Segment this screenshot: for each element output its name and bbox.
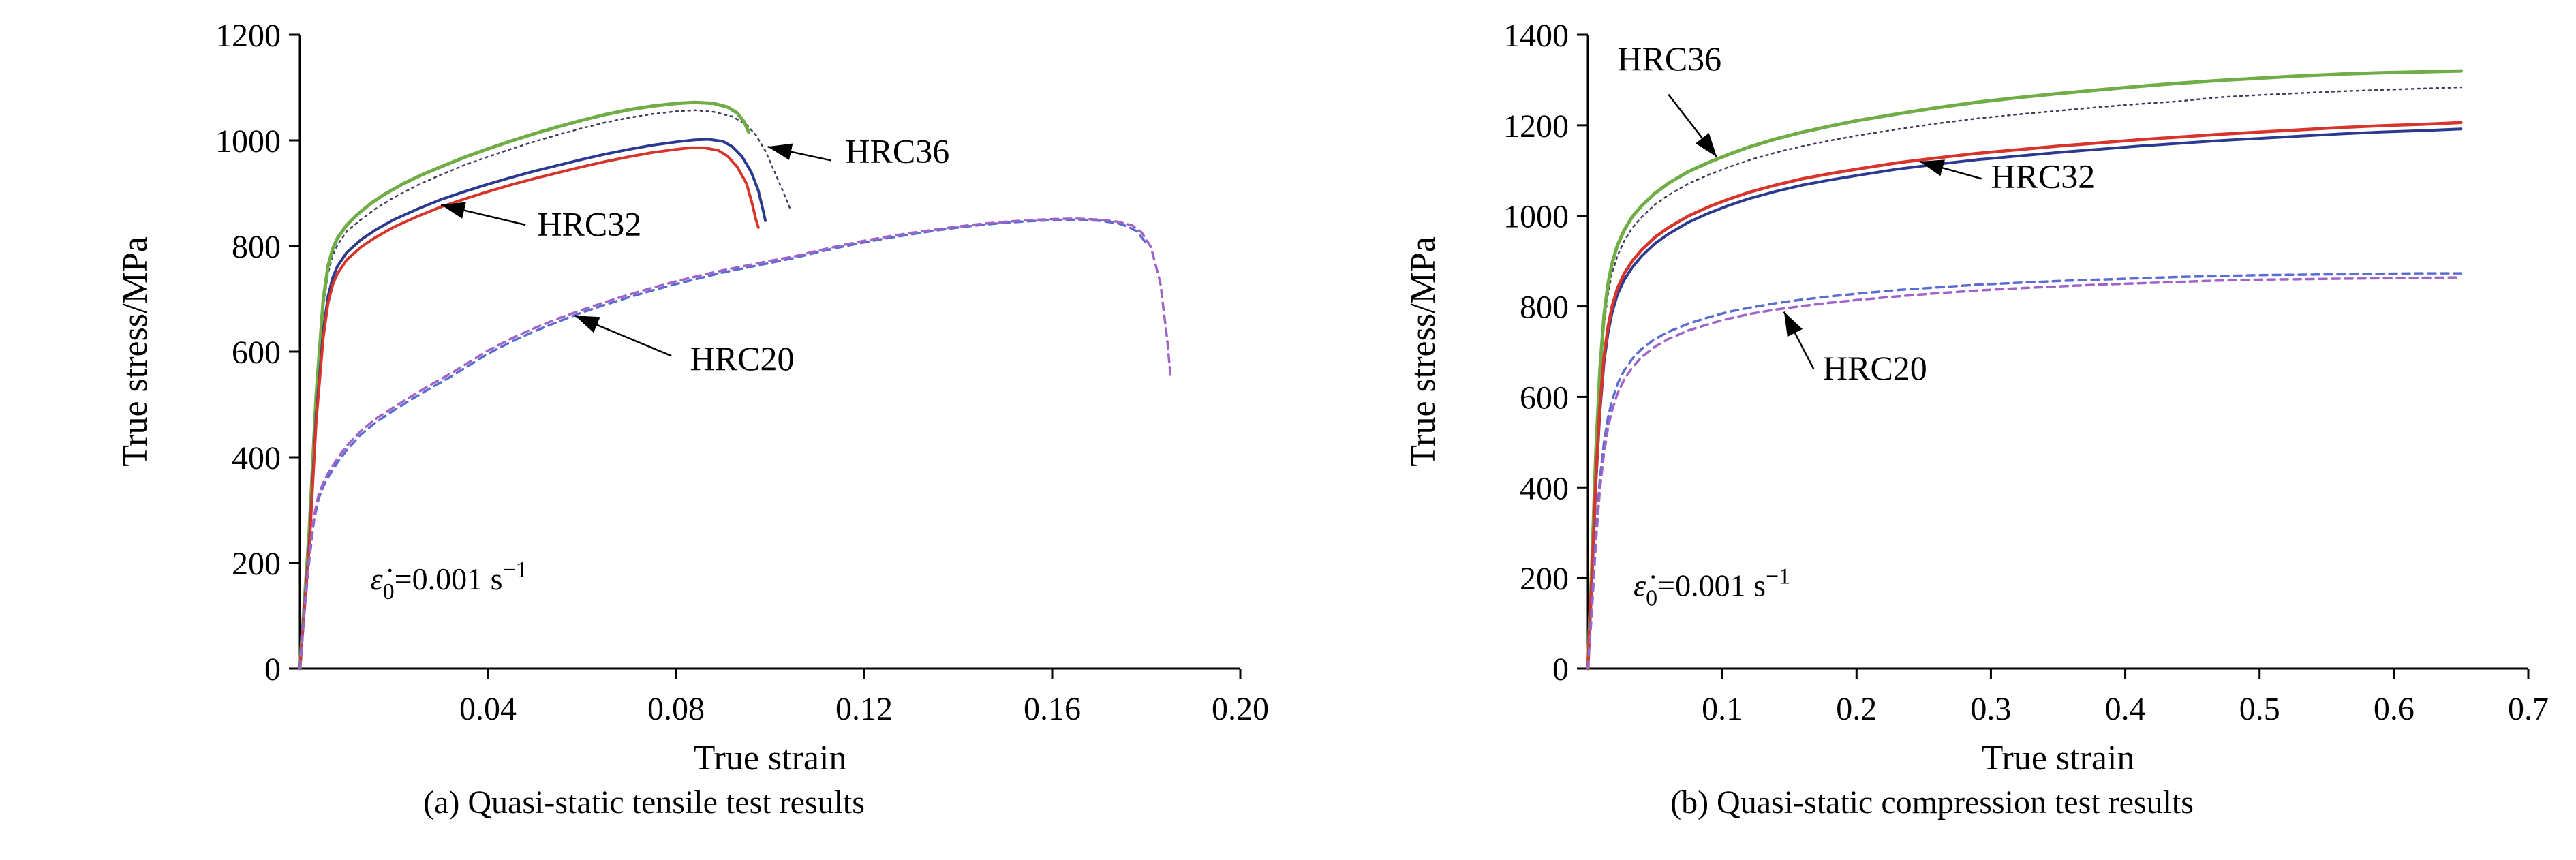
x-tick-label: 0.5 [2239,691,2280,727]
x-tick-label: 0.16 [1024,691,1081,727]
y-axis-label: True stress/MPa [1404,236,1443,467]
y-tick-label: 600 [232,335,281,371]
panel-a: 0 200 400 600 800 1000 1200 0.04 0.08 0.12 0.16 0.2… [0,4,1288,821]
series-HRC20-blue [1586,272,2463,670]
x-tick-label: 0.4 [2105,691,2146,727]
label-arrow-HRC20 [1783,311,1815,369]
curve-label-HRC20: HRC20 [1823,349,1927,387]
label-arrow-HRC36 [767,143,831,162]
series-HRC36 [1586,69,2463,671]
label-arrow-HRC32 [440,202,526,226]
caption-a: (a) Quasi-static tensile test results [423,784,865,820]
x-tick-label: 0.12 [835,691,893,727]
series-HRC32-red [298,146,760,670]
figure: 0 200 400 600 800 1000 1200 0.04 0.08 0.12 0.16 0.2… [0,4,2576,821]
y-tick-label: 400 [232,440,281,476]
tensile-chart: 0 200 400 600 800 1000 1200 0.04 0.08 0.12 0.16 0.2… [116,18,1269,778]
y-tick-label: 1200 [215,18,281,54]
curve-label-HRC32: HRC32 [1991,157,2095,196]
series-HRC32-red [1586,121,2463,671]
x-tick-label: 0.04 [459,691,517,727]
x-tick-label: 0.1 [1702,691,1743,727]
x-tick-label: 0.2 [1836,691,1877,727]
x-tick-label: 0.20 [1212,691,1269,727]
strain-rate-annotation: ε̇0=0.001 s−1 [371,557,527,604]
y-tick-label: 0 [264,651,281,688]
x-axis-label: True strain [1982,739,2135,778]
curve-label-HRC36: HRC36 [845,132,949,170]
y-tick-label: 600 [1520,380,1569,416]
y-tick-label: 200 [1520,561,1569,597]
x-tick-label: 0.7 [2508,691,2549,727]
y-tick-label: 1000 [1503,199,1569,235]
caption-b: (b) Quasi-static compression test result… [1670,784,2194,820]
y-axis-label: True stress/MPa [116,236,155,467]
series-HRC32-navy [298,138,767,670]
strain-rate-annotation: ε̇0=0.001 s−1 [1634,564,1790,611]
x-tick-label: 0.08 [647,691,705,727]
series-HRC36-repeat [298,109,793,670]
y-tick-label: 1200 [1503,108,1569,144]
series-HRC20-purple [298,217,1172,670]
x-axis-label: True strain [694,739,847,778]
panel-b: 0 200 400 600 800 1000 1200 1400 0.1 0.2 0.3 0.4 0.5… [1288,4,2576,821]
y-tick-label: 0 [1552,651,1569,688]
series-HRC36 [298,100,751,671]
series-HRC20-purple [1586,276,2463,670]
x-tick-label: 0.3 [1970,691,2011,727]
curve-label-HRC20: HRC20 [690,339,795,378]
label-arrow-HRC36 [1668,93,1718,158]
curve-label-HRC36: HRC36 [1617,40,1721,78]
x-tick-label: 0.6 [2374,691,2414,727]
y-tick-label: 800 [232,229,281,265]
series-HRC20-blue [298,218,1148,670]
y-tick-label: 800 [1520,290,1569,326]
y-tick-label: 1400 [1503,18,1569,54]
y-tick-label: 1000 [215,123,281,159]
y-tick-label: 200 [232,546,281,582]
curve-label-HRC32: HRC32 [537,205,641,243]
label-arrow-HRC20 [574,315,672,357]
y-tick-label: 400 [1520,470,1569,506]
compression-chart: 0 200 400 600 800 1000 1200 1400 0.1 0.2 0.3 0.4 0.5… [1404,18,2549,778]
label-arrow-HRC32 [1919,159,1982,180]
series-HRC36-repeat [1586,86,2462,670]
